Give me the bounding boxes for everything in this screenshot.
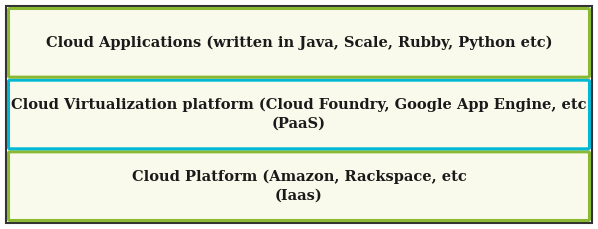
FancyBboxPatch shape: [8, 8, 590, 77]
Text: Cloud Virtualization platform (Cloud Foundry, Google App Engine, etc
(PaaS): Cloud Virtualization platform (Cloud Fou…: [11, 98, 587, 131]
Text: Cloud Platform (Amazon, Rackspace, etc
(Iaas): Cloud Platform (Amazon, Rackspace, etc (…: [132, 170, 466, 203]
Text: Cloud Applications (written in Java, Scale, Rubby, Python etc): Cloud Applications (written in Java, Sca…: [46, 36, 552, 50]
FancyBboxPatch shape: [8, 80, 590, 149]
FancyBboxPatch shape: [8, 152, 590, 221]
